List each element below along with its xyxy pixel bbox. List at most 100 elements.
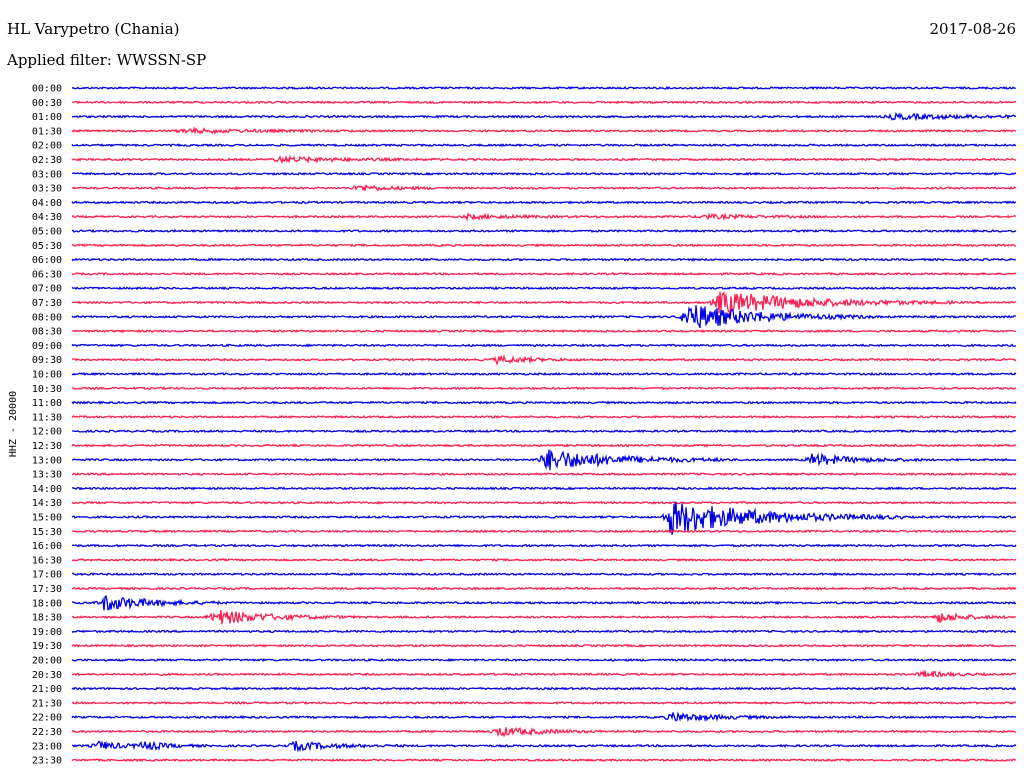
trace-line: [71, 686, 1017, 691]
time-tick-label: 08:00: [32, 312, 62, 323]
time-tick-label: 19:00: [32, 627, 62, 638]
time-tick-label: 16:00: [32, 541, 62, 552]
trace-line: [71, 184, 1017, 192]
trace-line: [71, 126, 1017, 136]
time-tick-label: 03:30: [32, 184, 62, 195]
trace-line: [71, 443, 1017, 448]
trace-line: [71, 643, 1017, 648]
trace-line: [71, 500, 1017, 505]
time-tick-label: 17:30: [32, 584, 62, 595]
time-tick-label: 10:00: [32, 370, 62, 381]
trace-line: [71, 586, 1017, 591]
trace-line: [71, 400, 1017, 405]
time-tick-label: 23:30: [32, 756, 62, 767]
trace-line: [71, 594, 1017, 611]
time-tick-label: 13:30: [32, 470, 62, 481]
trace-line: [71, 740, 1017, 753]
time-tick-label: 17:00: [32, 570, 62, 581]
time-tick-label: 14:00: [32, 484, 62, 495]
time-tick-label: 09:30: [32, 355, 62, 366]
trace-line: [71, 212, 1017, 222]
time-tick-label: 18:00: [32, 598, 62, 609]
trace-line: [71, 486, 1017, 491]
trace-line: [71, 670, 1017, 678]
trace-line: [72, 543, 1017, 548]
trace-line: [71, 429, 1017, 434]
trace-line: [71, 572, 1017, 577]
time-tick-label: 06:30: [32, 269, 62, 280]
trace-line: [71, 557, 1017, 563]
trace-line: [71, 629, 1017, 634]
trace-line: [71, 353, 1017, 366]
trace-line: [71, 343, 1017, 348]
time-tick-label: 04:30: [32, 212, 62, 223]
time-tick-label: 04:00: [32, 198, 62, 209]
trace-line: [71, 414, 1017, 420]
trace-line: [71, 371, 1017, 377]
trace-line: [71, 228, 1017, 234]
time-tick-label: 11:00: [32, 398, 62, 409]
time-tick-label: 01:00: [32, 112, 62, 123]
time-tick-label: 11:30: [32, 412, 62, 423]
time-tick-label: 05:30: [32, 241, 62, 252]
time-tick-label: 08:30: [32, 327, 62, 338]
time-tick-label: 12:30: [32, 441, 62, 452]
trace-line: [71, 271, 1017, 277]
trace-line: [71, 727, 1017, 738]
time-tick-label: 22:30: [32, 727, 62, 738]
time-tick-label: 10:30: [32, 384, 62, 395]
station-title: HL Varypetro (Chania): [7, 20, 180, 38]
time-tick-label: 06:00: [32, 255, 62, 266]
trace-line: [71, 85, 1017, 91]
trace-line: [71, 111, 1017, 122]
time-tick-label: 02:00: [32, 141, 62, 152]
trace-line: [71, 386, 1017, 391]
trace-line: [71, 286, 1017, 291]
trace-line: [71, 501, 1017, 535]
time-tick-label: 12:00: [32, 427, 62, 438]
trace-line: [71, 154, 1017, 165]
time-tick-label: 03:00: [32, 169, 62, 180]
trace-line: [71, 449, 1017, 471]
trace-line: [71, 472, 1017, 477]
time-tick-label: 15:00: [32, 513, 62, 524]
trace-line: [71, 291, 1017, 316]
time-tick-label: 09:00: [32, 341, 62, 352]
date-label: 2017-08-26: [930, 20, 1016, 38]
time-tick-label: 16:30: [32, 555, 62, 566]
trace-line: [71, 143, 1017, 148]
time-tick-label: 02:30: [32, 155, 62, 166]
time-tick-label: 00:30: [32, 98, 62, 109]
time-tick-label: 22:00: [32, 713, 62, 724]
trace-line: [71, 329, 1017, 334]
trace-line: [71, 100, 1017, 105]
time-tick-label: 07:00: [32, 284, 62, 295]
trace-line: [71, 305, 1017, 328]
trace-group: 00:00 00:30 01:00 01:30 02:00 02:30 03:00 03:30…: [32, 84, 1017, 767]
time-tick-label: 00:00: [32, 84, 62, 95]
time-tick-label: 20:00: [32, 656, 62, 667]
time-tick-label: 20:30: [32, 670, 62, 681]
time-tick-label: 14:30: [32, 498, 62, 509]
time-tick-label: 23:00: [32, 741, 62, 752]
trace-line: [71, 257, 1017, 262]
time-tick-label: 13:00: [32, 455, 62, 466]
time-tick-label: 18:30: [32, 613, 62, 624]
trace-line: [71, 657, 1017, 663]
time-tick-label: 05:00: [32, 227, 62, 238]
trace-line: [71, 529, 1017, 534]
trace-line: [71, 757, 1017, 763]
trace-line: [71, 700, 1017, 705]
time-tick-label: 19:30: [32, 641, 62, 652]
y-axis-label: HHZ - 20000: [8, 391, 19, 457]
trace-line: [71, 243, 1017, 248]
time-tick-label: 07:30: [32, 298, 62, 309]
time-tick-label: 21:30: [32, 698, 62, 709]
trace-line: [71, 609, 1017, 625]
time-tick-label: 15:30: [32, 527, 62, 538]
filter-label: Applied filter: WWSSN-SP: [6, 51, 206, 69]
time-tick-label: 01:30: [32, 126, 62, 137]
trace-line: [71, 711, 1017, 723]
